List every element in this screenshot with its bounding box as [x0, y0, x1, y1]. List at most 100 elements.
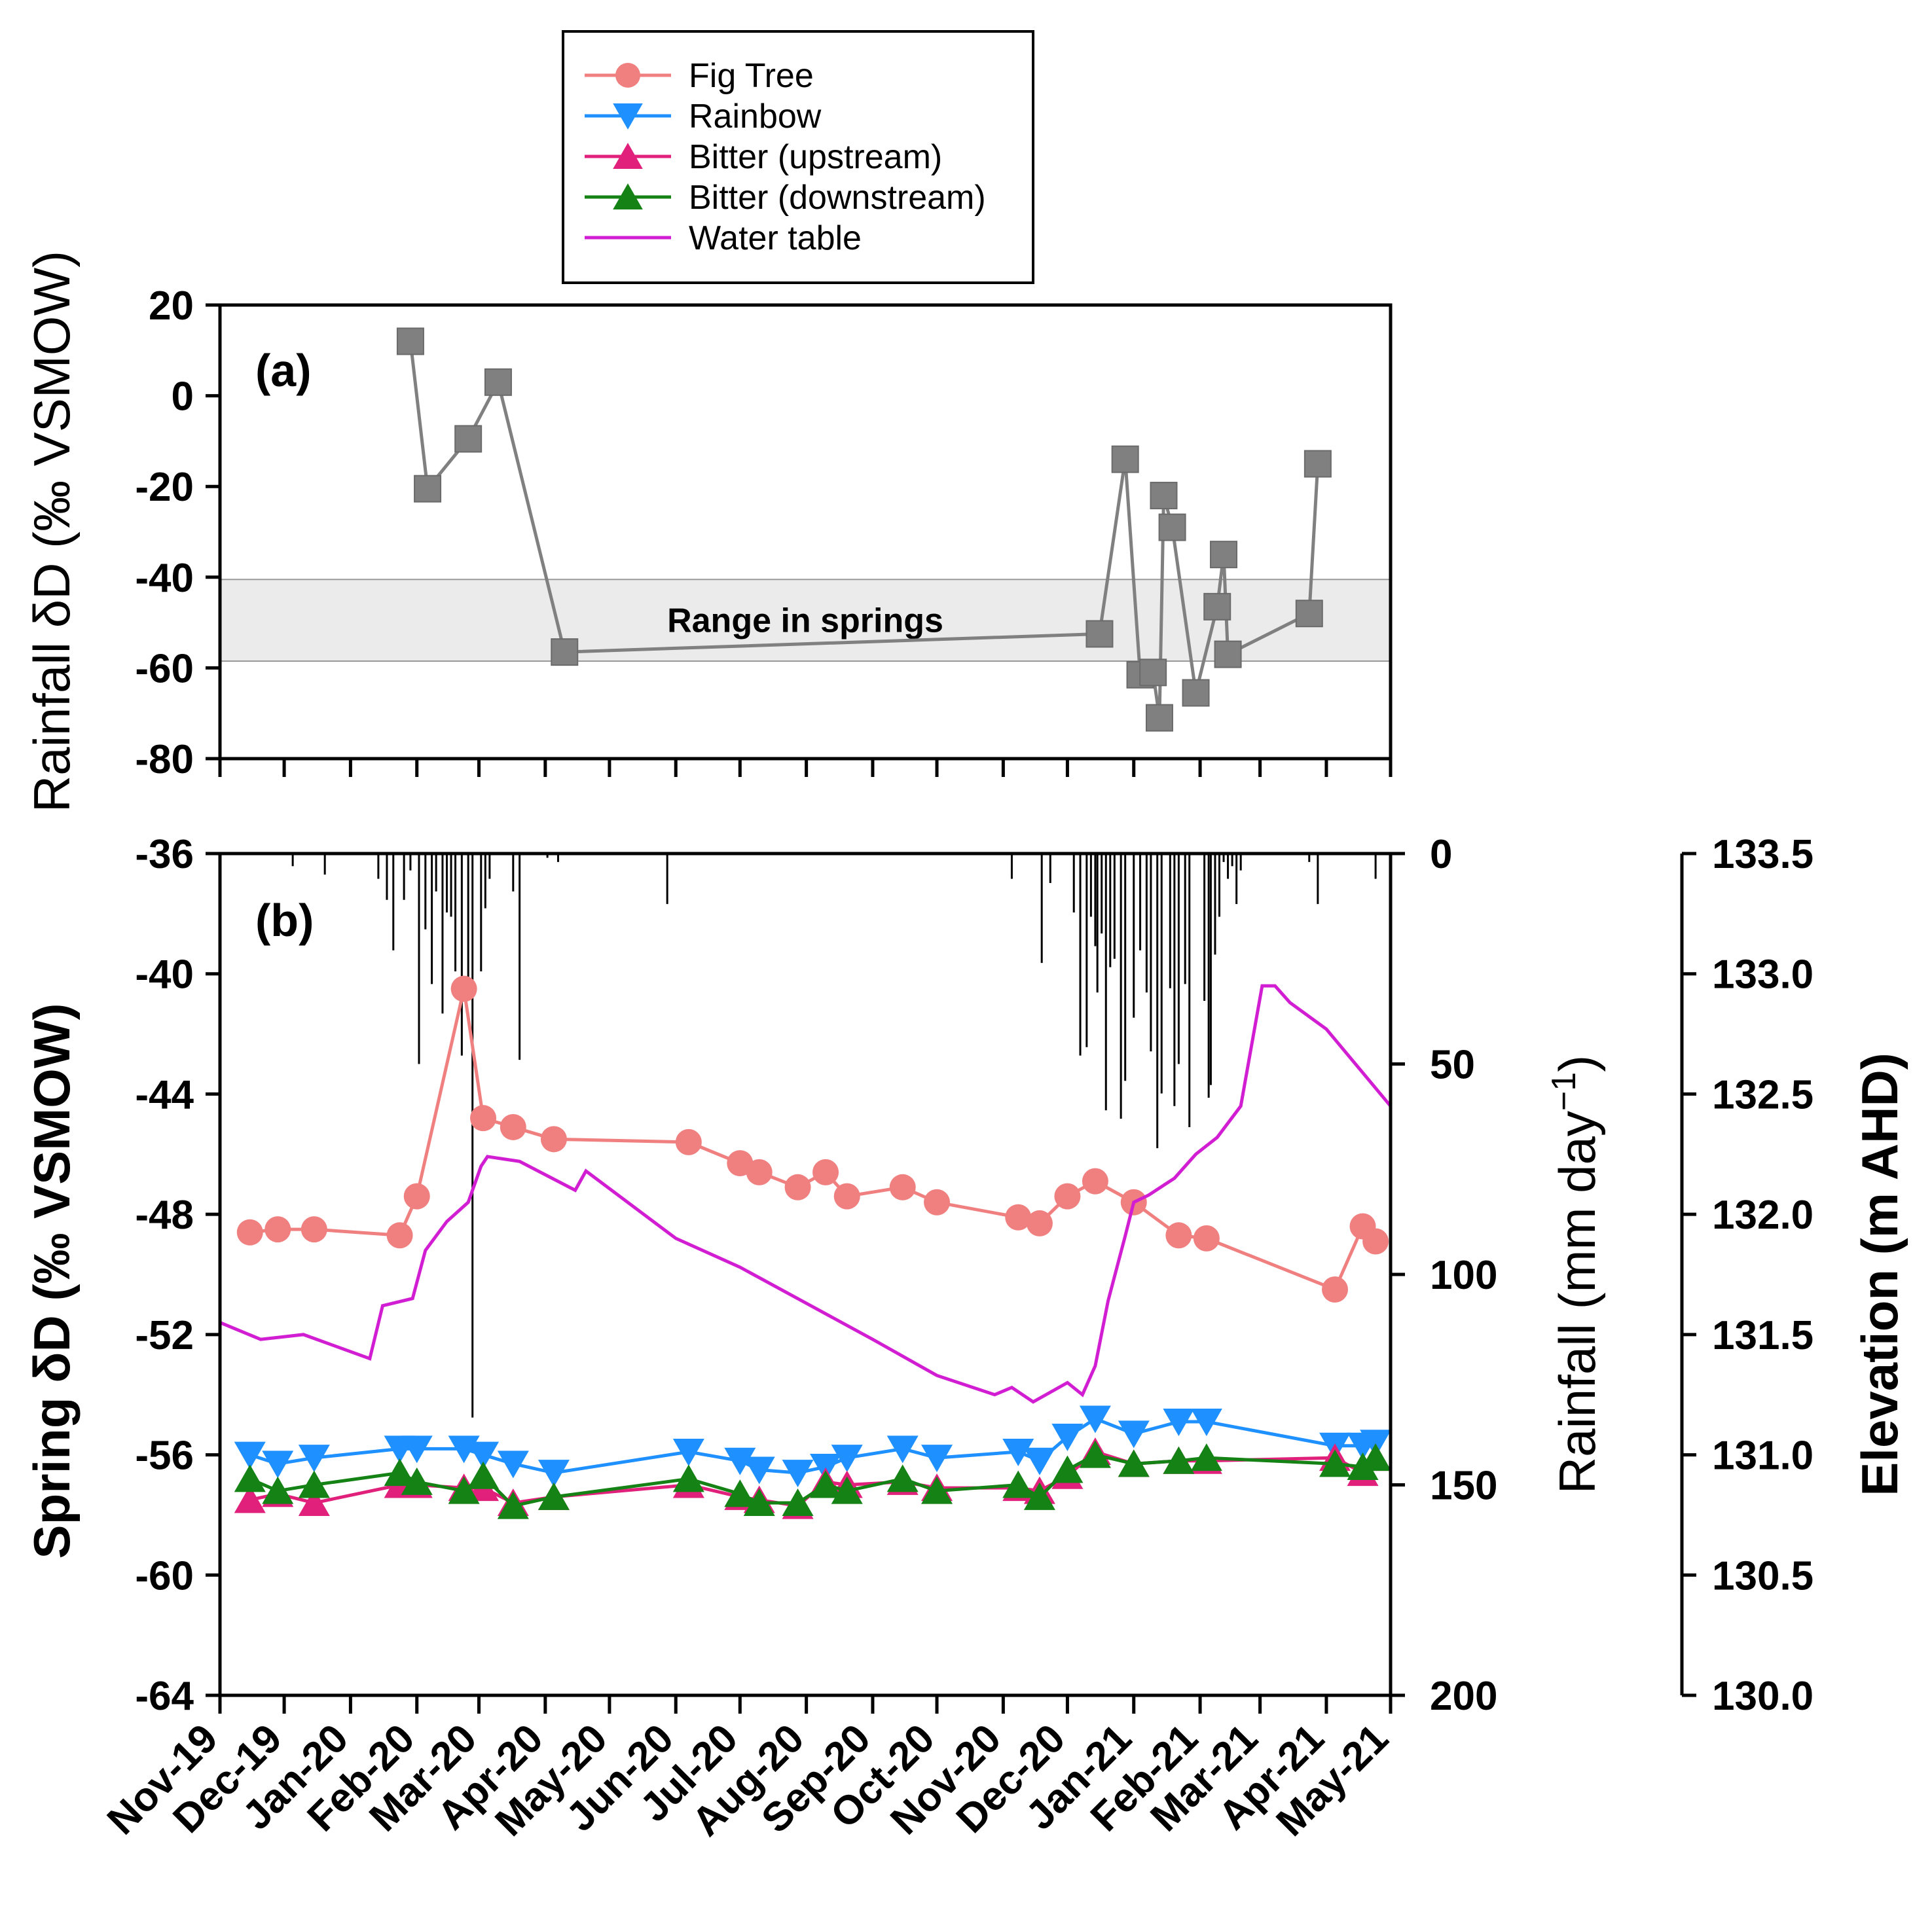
- fig-point: [1026, 1210, 1053, 1236]
- fig-point: [450, 975, 477, 1002]
- elev-ytick-label: 133.5: [1712, 832, 1814, 877]
- a-ytick-label: -40: [135, 556, 194, 601]
- elev-ytick-label: 132.5: [1712, 1072, 1814, 1117]
- b-ytick-label: -40: [135, 952, 194, 998]
- fig-point: [500, 1113, 526, 1140]
- rainfall-dD-point: [1150, 482, 1178, 510]
- fig-point: [812, 1159, 839, 1185]
- elev-ytick-label: 131.0: [1712, 1433, 1814, 1479]
- fig-point: [784, 1174, 811, 1200]
- fig-point: [889, 1174, 916, 1200]
- rainfall-dD-point: [1085, 620, 1114, 648]
- elev-ytick-label: 130.5: [1712, 1553, 1814, 1598]
- bitter_down-point: [831, 1476, 863, 1504]
- panel-a-frame: [218, 303, 1393, 761]
- panel-b: -36 -40 -44 -48 -52 -56 -60 -64 0 50 100 150 200 13…: [23, 832, 1908, 1845]
- fig-point: [403, 1183, 430, 1210]
- rainbow-point: [234, 1441, 266, 1469]
- fig-point: [264, 1216, 291, 1243]
- rainbow-point: [1190, 1409, 1222, 1437]
- rainbow-point: [262, 1451, 294, 1479]
- fig-point: [675, 1128, 702, 1155]
- bitter_down-point: [1319, 1449, 1351, 1477]
- rainbow-point: [1023, 1447, 1055, 1475]
- b-ytick-label: -36: [135, 832, 194, 877]
- rainfall-dD-point: [1203, 592, 1231, 621]
- fig-point: [540, 1126, 567, 1153]
- rainbow-point: [401, 1435, 433, 1464]
- springs-range-band: [219, 579, 1391, 662]
- panel-b-ylabel: Spring δD (‰ VSMOW): [23, 1003, 81, 1559]
- fig-point: [236, 1219, 263, 1246]
- rainfall-dD-point: [1295, 600, 1323, 628]
- rain-ytick-label: 100: [1430, 1253, 1497, 1298]
- fig-point: [746, 1159, 773, 1185]
- a-ytick-label: 20: [149, 283, 194, 329]
- rainfall-dD-point: [1145, 704, 1173, 732]
- rainbow-point: [1079, 1405, 1111, 1433]
- b-ytick-label: -48: [135, 1193, 194, 1238]
- legend-marker-rainbow: [613, 103, 643, 130]
- bitter_down-point: [234, 1464, 266, 1492]
- a-ytick-label: 0: [172, 374, 194, 420]
- rainfall-bars: [291, 854, 1377, 1418]
- water-table-line: [219, 984, 1392, 1404]
- rainbow-point: [298, 1445, 330, 1473]
- rainfall-dD-point: [1214, 640, 1242, 668]
- bitter_down-point: [1079, 1440, 1111, 1468]
- rainbow-point: [1051, 1424, 1084, 1452]
- fig-point: [924, 1189, 951, 1216]
- bitter_down-point: [538, 1482, 570, 1510]
- b-ytick-label: -56: [135, 1433, 194, 1479]
- bitter_down-point: [724, 1479, 756, 1507]
- rainbow-point: [743, 1456, 775, 1485]
- fig-point: [1005, 1204, 1032, 1231]
- rainbow-point: [538, 1460, 570, 1488]
- bitter_down-point: [384, 1458, 416, 1487]
- rainbow-point: [1002, 1438, 1034, 1466]
- rainfall-dD-point: [1139, 658, 1167, 687]
- rainfall-dD-point: [1182, 679, 1210, 707]
- rain-ytick-label: 50: [1430, 1043, 1475, 1088]
- b-ytick-label: -64: [135, 1674, 194, 1719]
- panel-a: Range in springs 20 0 -20 -40 -60 -80 (a) Rai…: [23, 251, 1393, 812]
- fig-point: [301, 1216, 327, 1243]
- legend-label-rainbow: Rainbow: [689, 98, 822, 135]
- legend-marker-fig: [615, 63, 640, 88]
- b-ytick-label: -52: [135, 1313, 194, 1358]
- b-ytick-label: -60: [135, 1553, 194, 1598]
- bitter_down-point: [743, 1488, 775, 1517]
- panel-a-label: (a): [255, 345, 312, 396]
- bitter_down-point: [1360, 1443, 1392, 1471]
- rainfall-dD-point: [1111, 445, 1139, 473]
- rainfall-axis-title: Rainfall (mm day−1): [1545, 1055, 1606, 1494]
- legend-label-water_table: Water table: [689, 219, 862, 257]
- rainbow-point: [1118, 1420, 1150, 1449]
- legend-label-fig: Fig Tree: [689, 57, 814, 95]
- a-ytick-label: -80: [135, 737, 194, 782]
- legend-marker-bitter_down: [613, 183, 643, 209]
- rainbow-point: [672, 1438, 704, 1466]
- bitter_down-point: [672, 1464, 704, 1492]
- elev-ytick-label: 131.5: [1712, 1313, 1814, 1358]
- bitter_down-point: [1023, 1482, 1055, 1510]
- rainfall-dD-point: [414, 475, 442, 503]
- rainbow-point: [921, 1445, 953, 1473]
- rainfall-dD-point: [1158, 513, 1186, 541]
- rainfall-dD-point: [1210, 541, 1238, 569]
- rainbow-point: [886, 1435, 919, 1464]
- rainfall-dD-point: [1303, 450, 1332, 478]
- bitter_up-point: [234, 1485, 266, 1513]
- rainbow-point: [497, 1451, 529, 1479]
- rain-ytick-label: 150: [1430, 1464, 1497, 1509]
- rainbow-point: [1163, 1409, 1195, 1437]
- bitter_down-point: [1118, 1449, 1150, 1477]
- elev-ytick-label: 130.0: [1712, 1674, 1814, 1719]
- springs-range-label: Range in springs: [667, 602, 943, 640]
- a-ytick-label: -60: [135, 646, 194, 691]
- elevation-axis-title: Elevation (m AHD): [1851, 1053, 1908, 1496]
- a-ytick-label: -20: [135, 465, 194, 510]
- rainfall-dD-point: [484, 368, 512, 396]
